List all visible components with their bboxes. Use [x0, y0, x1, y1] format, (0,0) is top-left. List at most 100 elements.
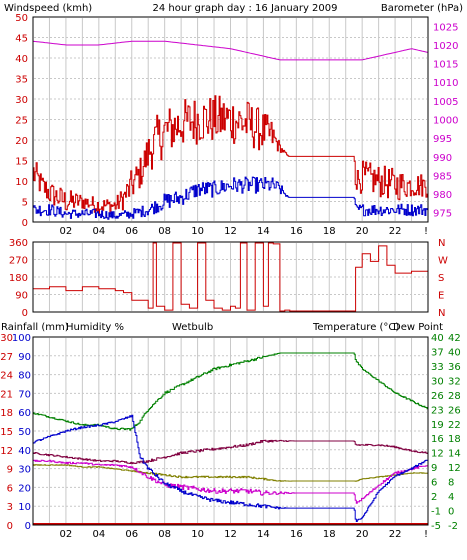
- rain-ytick-24: 24: [0, 371, 13, 382]
- baro-ytick-985: 985: [433, 171, 452, 182]
- hum-ytick-80: 80: [18, 371, 31, 382]
- series-wetbulb-line: [33, 464, 429, 482]
- rain-ytick-15: 15: [0, 427, 13, 438]
- temp-panel-xtick-08: 08: [158, 529, 171, 540]
- temp-outer-ytick-6: 18: [448, 434, 461, 445]
- series-baro-line: [32, 40, 429, 61]
- wind-ytick-50: 50: [15, 13, 28, 24]
- dewpoint-axis-label: Dew Point: [393, 322, 443, 333]
- temp-panel-xtick-22: 22: [389, 529, 402, 540]
- hum-ytick-20: 20: [18, 483, 31, 494]
- dir-compass-0: N: [438, 238, 445, 249]
- wind-ytick-25: 25: [15, 116, 28, 127]
- chart-title: 24 hour graph day : 16 January 2009: [153, 3, 338, 14]
- windspeed-axis-label: Windspeed (kmh): [4, 3, 92, 14]
- temp-ytick-37: 37: [431, 347, 444, 358]
- wind-panel-xtick-20: 20: [356, 226, 369, 237]
- humidity-axis-label: Humidity %: [66, 322, 124, 333]
- baro-ytick-995: 995: [433, 134, 452, 145]
- wind-panel-xtick-18: 18: [323, 226, 336, 237]
- wind-ytick-15: 15: [15, 157, 28, 168]
- hum-ytick-10: 10: [18, 502, 31, 513]
- series-avgwind-line: [33, 176, 429, 220]
- baro-ytick-1025: 1025: [433, 22, 458, 33]
- dir-ytick-0: 0: [22, 308, 28, 319]
- rain-ytick-18: 18: [0, 408, 13, 419]
- rain-ytick-3: 3: [7, 502, 13, 513]
- dir-compass-4: N: [438, 308, 445, 319]
- temp-panel-xtick-04: 04: [92, 529, 105, 540]
- temp-outer-ytick-10: 32: [448, 376, 461, 387]
- dir-compass-2: S: [438, 273, 444, 284]
- rain-ytick-6: 6: [7, 483, 13, 494]
- temp-ytick-23: 23: [431, 405, 444, 416]
- temp-ytick-40: 40: [431, 333, 444, 344]
- wind-panel-xtick-16: 16: [290, 226, 303, 237]
- baro-ytick-1015: 1015: [433, 60, 458, 71]
- temp-ytick-26: 26: [431, 391, 444, 402]
- series-direction-line: [33, 242, 429, 312]
- dir-ytick-90: 90: [15, 291, 28, 302]
- rain-ytick-0: 0: [7, 521, 13, 532]
- series-feels-line: [33, 439, 429, 465]
- temp-panel-xtick-12: 12: [224, 529, 237, 540]
- temp-outer-ytick-13: 42: [448, 333, 461, 344]
- wind-panel-xtick-08: 08: [158, 226, 171, 237]
- temp-ytick-6: 6: [431, 478, 437, 489]
- rain-ytick-21: 21: [0, 389, 13, 400]
- temp-ytick-12: 12: [431, 449, 444, 460]
- series-gust-line: [33, 95, 429, 215]
- wind-ytick-35: 35: [15, 75, 28, 86]
- wind-ytick-45: 45: [15, 34, 28, 45]
- wind-panel-xtick-end: !: [424, 226, 428, 237]
- wind-panel-xtick-04: 04: [92, 226, 105, 237]
- wind-panel-xtick-22: 22: [389, 226, 402, 237]
- baro-ytick-1010: 1010: [433, 78, 458, 89]
- hum-ytick-50: 50: [18, 427, 31, 438]
- baro-ytick-1020: 1020: [433, 41, 458, 52]
- dir-compass-1: W: [438, 256, 448, 267]
- dir-ytick-360: 360: [9, 238, 28, 249]
- series-temperature-line: [33, 352, 429, 431]
- wind-ytick-30: 30: [15, 95, 28, 106]
- temp-outer-ytick-11: 36: [448, 362, 461, 373]
- temp-outer-ytick-0: -2: [448, 521, 458, 532]
- hum-ytick-0: 0: [25, 521, 31, 532]
- baro-ytick-975: 975: [433, 209, 452, 220]
- rain-ytick-9: 9: [7, 465, 13, 476]
- hum-ytick-60: 60: [18, 408, 31, 419]
- temp-ytick-2: 2: [431, 492, 437, 503]
- temp-outer-ytick-8: 26: [448, 405, 461, 416]
- hum-ytick-100: 100: [12, 333, 31, 344]
- dir-ytick-180: 180: [9, 273, 28, 284]
- wind-panel-xtick-10: 10: [191, 226, 204, 237]
- temp-outer-ytick-4: 12: [448, 463, 461, 474]
- temp-outer-ytick-2: 4: [448, 492, 454, 503]
- baro-ytick-990: 990: [433, 153, 452, 164]
- wind-ytick-0: 0: [22, 218, 28, 229]
- temp-ytick-33: 33: [431, 362, 444, 373]
- temp-panel-frame: [32, 336, 429, 526]
- dir-panel-frame: [32, 241, 429, 313]
- wind-ytick-40: 40: [15, 54, 28, 65]
- temp-outer-ytick-5: 14: [448, 449, 461, 460]
- temp-ytick--5: -5: [431, 521, 441, 532]
- hum-ytick-90: 90: [18, 352, 31, 363]
- baro-ytick-1000: 1000: [433, 116, 458, 127]
- temp-outer-ytick-3: 8: [448, 478, 454, 489]
- temp-panel-xtick-18: 18: [323, 529, 336, 540]
- wind-ytick-20: 20: [15, 136, 28, 147]
- temp-outer-ytick-9: 28: [448, 391, 461, 402]
- hum-ytick-40: 40: [18, 446, 31, 457]
- wind-ytick-5: 5: [22, 198, 28, 209]
- series-humidity-line: [33, 414, 429, 522]
- dir-compass-3: E: [438, 291, 444, 302]
- temperature-axis-label: Temperature (°C): [312, 322, 399, 333]
- temp-panel-xtick-14: 14: [257, 529, 270, 540]
- temp-outer-ytick-7: 22: [448, 420, 461, 431]
- wind-panel-xtick-02: 02: [60, 226, 73, 237]
- series-dewpoint-line: [33, 459, 429, 504]
- barometer-axis-label: Barometer (hPa): [381, 3, 463, 14]
- baro-ytick-980: 980: [433, 190, 452, 201]
